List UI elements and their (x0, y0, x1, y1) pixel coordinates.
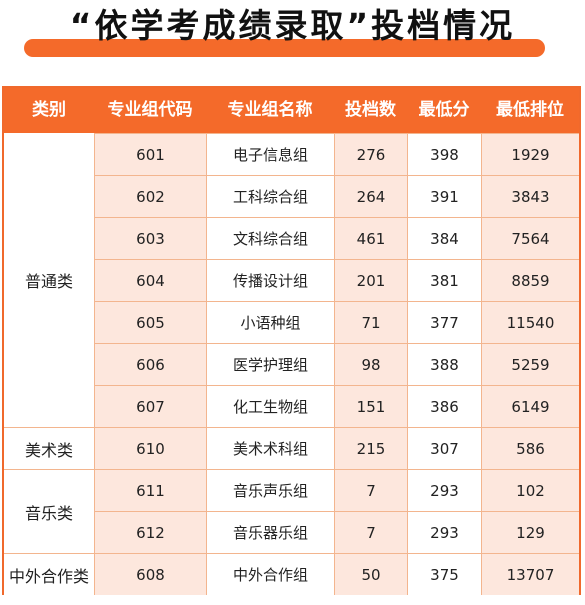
cell-group-name: 中外合作组 (206, 553, 334, 595)
cell-min-score: 293 (407, 469, 481, 511)
cell-admitted-count: 50 (334, 553, 407, 595)
category-cell: 美术类 (4, 427, 94, 469)
cell-admitted-count: 151 (334, 385, 407, 427)
cell-min-score: 388 (407, 343, 481, 385)
cell-min-rank: 1929 (481, 133, 579, 175)
cell-min-score: 377 (407, 301, 481, 343)
cell-min-score: 293 (407, 511, 481, 553)
page-title: “依学考成绩录取”投档情况 (69, 6, 516, 45)
header-group-name: 专业组名称 (227, 100, 313, 120)
cell-min-rank: 102 (481, 469, 579, 511)
header-min-score: 最低分 (418, 100, 470, 120)
cell-admitted-count: 7 (334, 469, 407, 511)
cell-min-rank: 5259 (481, 343, 579, 385)
cell-admitted-count: 215 (334, 427, 407, 469)
admission-table: 类别 专业组代码 专业组名称 投档数 最低分 最低排位 601 电子信息组 276 398 192… (2, 86, 581, 595)
cell-group-code: 612 (94, 511, 206, 553)
cell-group-name: 化工生物组 (206, 385, 334, 427)
cell-group-code: 605 (94, 301, 206, 343)
header-group-code: 专业组代码 (107, 100, 193, 120)
header-admitted-count: 投档数 (345, 100, 396, 120)
cell-min-score: 386 (407, 385, 481, 427)
cell-group-name: 美术术科组 (206, 427, 334, 469)
cell-min-rank: 129 (481, 511, 579, 553)
cell-min-score: 375 (407, 553, 481, 595)
cell-group-name: 医学护理组 (206, 343, 334, 385)
cell-min-score: 391 (407, 175, 481, 217)
cell-min-score: 381 (407, 259, 481, 301)
cell-min-score: 307 (407, 427, 481, 469)
cell-group-name: 文科综合组 (206, 217, 334, 259)
cell-min-rank: 586 (481, 427, 579, 469)
cell-min-rank: 6149 (481, 385, 579, 427)
cell-group-name: 传播设计组 (206, 259, 334, 301)
cell-group-name: 电子信息组 (206, 133, 334, 175)
cell-group-name: 音乐声乐组 (206, 469, 334, 511)
cell-admitted-count: 98 (334, 343, 407, 385)
cell-min-rank: 3843 (481, 175, 579, 217)
cell-group-code: 610 (94, 427, 206, 469)
cell-admitted-count: 7 (334, 511, 407, 553)
cell-min-score: 398 (407, 133, 481, 175)
cell-group-code: 603 (94, 217, 206, 259)
cell-min-score: 384 (407, 217, 481, 259)
category-cell: 中外合作类 (4, 553, 94, 595)
header-min-rank: 最低排位 (496, 100, 564, 120)
cell-admitted-count: 201 (334, 259, 407, 301)
cell-group-code: 607 (94, 385, 206, 427)
cell-group-code: 606 (94, 343, 206, 385)
table-header-row: 类别 专业组代码 专业组名称 投档数 最低分 最低排位 (4, 88, 579, 133)
cell-group-name: 音乐器乐组 (206, 511, 334, 553)
cell-min-rank: 8859 (481, 259, 579, 301)
cell-group-code: 604 (94, 259, 206, 301)
cell-group-name: 工科综合组 (206, 175, 334, 217)
title-banner: “依学考成绩录取”投档情况 (0, 0, 585, 66)
cell-group-code: 611 (94, 469, 206, 511)
title-underline-bar (24, 39, 545, 57)
header-category: 类别 (32, 100, 66, 120)
category-cell: 普通类 (4, 133, 94, 427)
cell-admitted-count: 276 (334, 133, 407, 175)
cell-min-rank: 7564 (481, 217, 579, 259)
cell-admitted-count: 264 (334, 175, 407, 217)
cell-admitted-count: 71 (334, 301, 407, 343)
cell-min-rank: 11540 (481, 301, 579, 343)
category-cell: 音乐类 (4, 469, 94, 553)
cell-group-code: 601 (94, 133, 206, 175)
cell-admitted-count: 461 (334, 217, 407, 259)
cell-group-code: 608 (94, 553, 206, 595)
cell-min-rank: 13707 (481, 553, 579, 595)
cell-group-code: 602 (94, 175, 206, 217)
cell-group-name: 小语种组 (206, 301, 334, 343)
